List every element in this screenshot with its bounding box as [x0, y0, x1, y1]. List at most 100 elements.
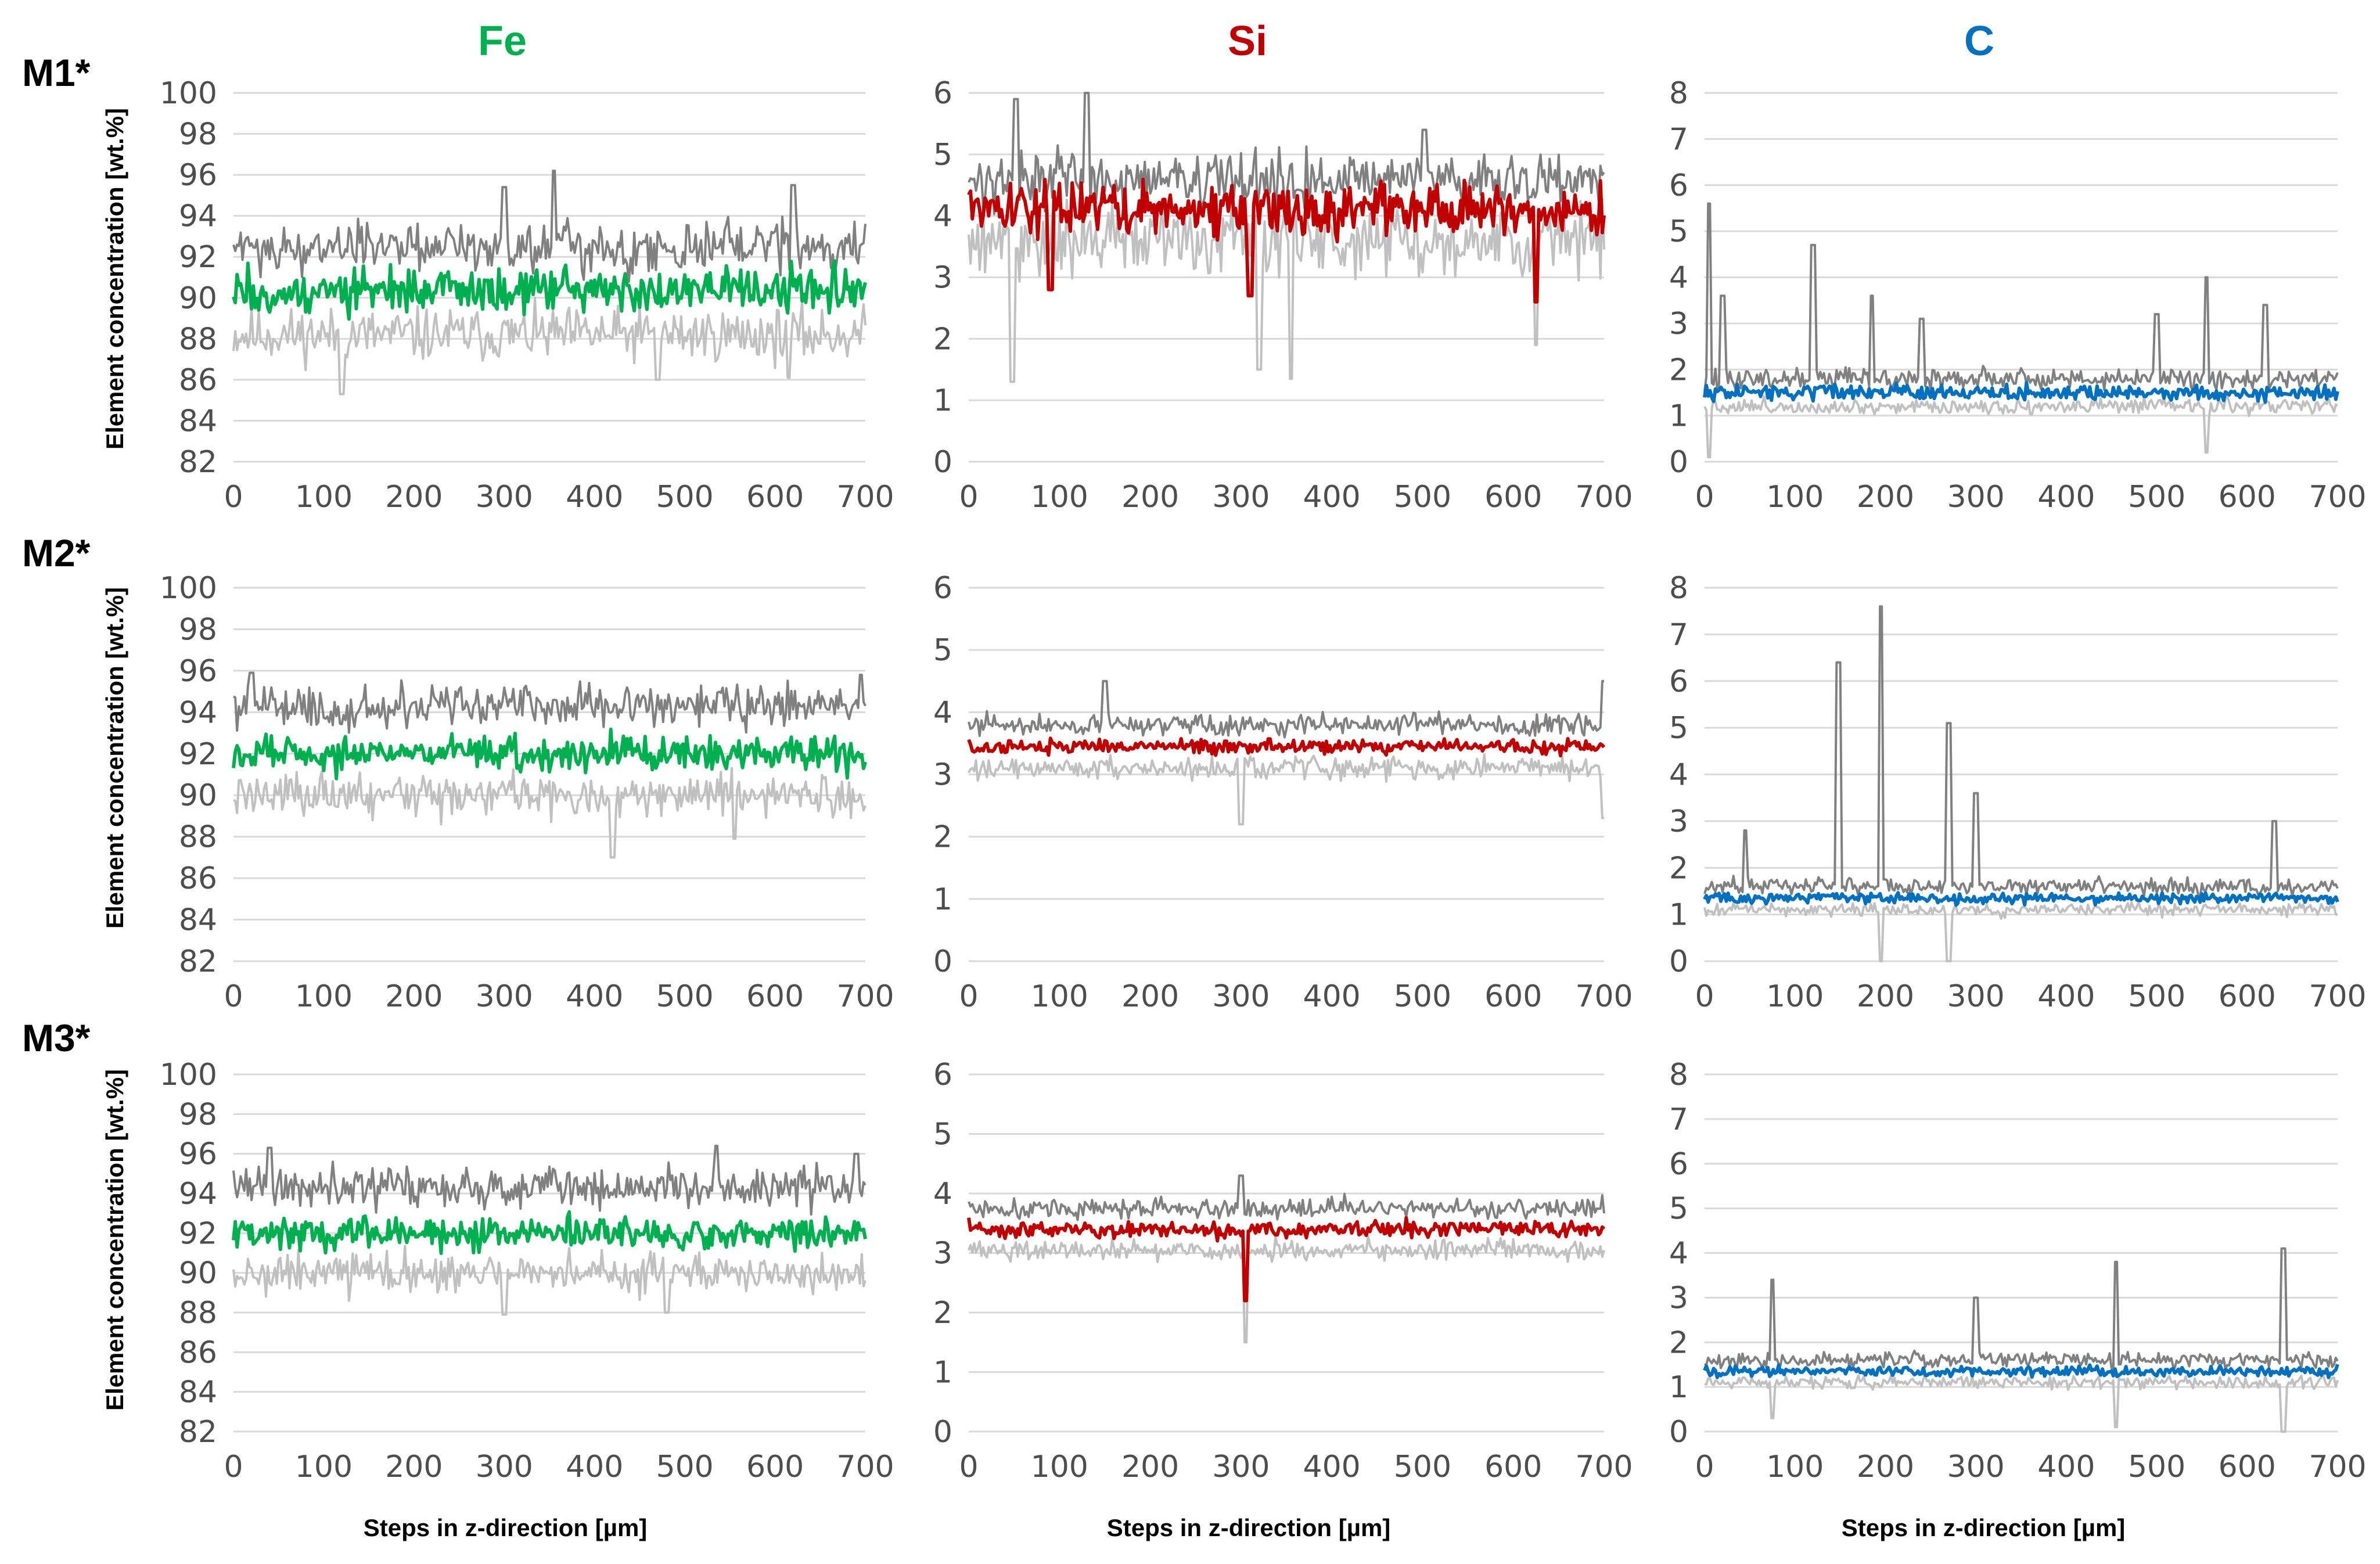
y-tick-label: 0	[1669, 445, 1688, 480]
x-tick-label: 400	[2037, 979, 2095, 1014]
x-tick-label: 600	[746, 979, 804, 1014]
x-tick-label: 300	[1212, 979, 1270, 1014]
y-tick-label: 4	[933, 1177, 952, 1211]
series-min-line	[968, 1235, 1605, 1344]
x-tick-label: 200	[1857, 1450, 1914, 1484]
x-tick-label: 400	[2037, 480, 2095, 515]
y-tick-label: 4	[1669, 261, 1688, 296]
panel-m1-c: 0 1 2 3 4 5 6 7 8 0 100 200 300 400 500 600 700	[1669, 76, 2367, 515]
y-tick-label: 100	[160, 1058, 217, 1092]
y-tick-label: 88	[179, 322, 217, 357]
x-axis-label-si: Steps in z-direction [µm]	[1107, 1514, 1391, 1541]
y-tick-label: 90	[179, 281, 217, 316]
panel-m2-fe: 82 84 86 88 90 92 94 96 98 100 0 100 200 300 400 500 600…	[160, 571, 894, 1014]
y-tick-label: 94	[179, 1177, 217, 1211]
panel-m2-c: 0 1 2 3 4 5 6 7 8 0 100 200 300 400 500 600 700	[1669, 571, 2367, 1014]
x-tick-label: 700	[836, 1450, 894, 1484]
y-tick-label: 2	[1669, 1325, 1688, 1360]
y-tick-label: 5	[933, 633, 952, 668]
y-tick-label: 6	[933, 76, 952, 111]
x-tick-label: 0	[1695, 979, 1714, 1014]
series-max-line	[232, 1145, 867, 1216]
series-mean-line	[1703, 891, 2339, 907]
x-tick-label: 0	[1695, 480, 1714, 515]
x-tick-label: 0	[959, 480, 978, 515]
panel-m1-fe: 82 84 86 88 90 92 94 96 98 100 0 100 200 300 400 500 600…	[160, 76, 894, 515]
x-tick-label: 300	[1947, 480, 2005, 515]
y-tick-label: 0	[1669, 1415, 1688, 1450]
series-min-line	[1704, 1374, 2339, 1433]
y-tick-label: 3	[1669, 307, 1688, 341]
y-tick-label: 88	[179, 1296, 217, 1331]
y-tick-label: 7	[1669, 617, 1688, 652]
x-tick-label: 400	[2037, 1450, 2095, 1484]
y-tick-label: 3	[1669, 1281, 1688, 1315]
panel-m3-fe: 82 84 86 88 90 92 94 96 98 100 0 100 200 300 400 500 600…	[160, 1058, 894, 1484]
series-mean-line	[967, 1216, 1606, 1303]
x-tick-label: 600	[1484, 1450, 1542, 1484]
x-tick-label: 500	[656, 480, 714, 515]
y-tick-label: 88	[179, 820, 217, 855]
x-tick-label: 300	[1212, 1450, 1270, 1484]
y-tick-label: 3	[933, 261, 952, 296]
x-tick-label: 400	[566, 979, 623, 1014]
x-tick-label: 600	[1484, 979, 1542, 1014]
x-tick-label: 600	[746, 480, 804, 515]
y-tick-label: 84	[179, 1375, 217, 1410]
panel-m1-si: 0 1 2 3 4 5 6 0 100 200 300 400 500 600 700	[933, 76, 1633, 515]
series-max-line	[968, 679, 1604, 739]
x-tick-label: 400	[566, 1450, 623, 1484]
y-tick-label: 8	[1669, 571, 1688, 606]
y-tick-label: 90	[179, 1256, 217, 1291]
x-tick-label: 600	[2219, 1450, 2276, 1484]
y-tick-label: 0	[1669, 944, 1688, 979]
series-max-line	[1703, 202, 2339, 393]
x-tick-label: 500	[2128, 979, 2185, 1014]
y-tick-label: 86	[179, 1335, 217, 1370]
x-tick-label: 0	[224, 979, 243, 1014]
y-tick-label: 86	[179, 363, 217, 398]
x-tick-label: 300	[476, 1450, 533, 1484]
col-title-fe: Fe	[478, 18, 527, 64]
x-tick-label: 100	[1031, 480, 1088, 515]
y-tick-label: 5	[933, 1117, 952, 1152]
x-tick-label: 200	[1121, 480, 1179, 515]
x-tick-label: 700	[1575, 1450, 1633, 1484]
x-tick-label: 700	[1575, 480, 1633, 515]
series-max-line	[1704, 1247, 2339, 1371]
x-tick-label: 300	[476, 979, 533, 1014]
x-tick-label: 700	[836, 480, 894, 515]
y-tick-label: 98	[179, 117, 217, 152]
y-tick-label: 5	[1669, 1192, 1688, 1227]
y-tick-label: 4	[1669, 758, 1688, 793]
x-tick-label: 700	[1575, 979, 1633, 1014]
y-tick-label: 3	[933, 758, 952, 793]
y-tick-label: 98	[179, 1097, 217, 1132]
row-label-m1: M1*	[22, 51, 91, 94]
series-min-line	[232, 296, 867, 396]
x-tick-label: 700	[2309, 1450, 2366, 1484]
series-mean-line	[232, 1210, 867, 1255]
y-tick-label: 2	[933, 820, 952, 855]
series-max-line	[968, 1174, 1605, 1221]
x-tick-label: 100	[295, 480, 353, 515]
x-tick-label: 200	[385, 480, 443, 515]
x-tick-label: 100	[295, 1450, 353, 1484]
x-tick-label: 400	[1303, 1450, 1361, 1484]
y-tick-label: 94	[179, 695, 217, 730]
y-tick-label: 6	[1669, 168, 1688, 203]
x-tick-label: 300	[1947, 1450, 2005, 1484]
y-tick-label: 3	[1669, 804, 1688, 839]
x-tick-label: 600	[1484, 480, 1542, 515]
series-max-line	[232, 170, 867, 283]
y-tick-label: 92	[179, 737, 217, 772]
row-label-m3: M3*	[22, 1016, 91, 1059]
x-tick-label: 500	[2128, 1450, 2185, 1484]
x-tick-label: 0	[224, 1450, 243, 1484]
y-tick-label: 2	[933, 322, 952, 357]
y-tick-label: 4	[933, 199, 952, 234]
y-tick-label: 82	[179, 1415, 217, 1450]
y-tick-label: 1	[933, 383, 952, 418]
y-tick-label: 1	[1669, 399, 1688, 434]
